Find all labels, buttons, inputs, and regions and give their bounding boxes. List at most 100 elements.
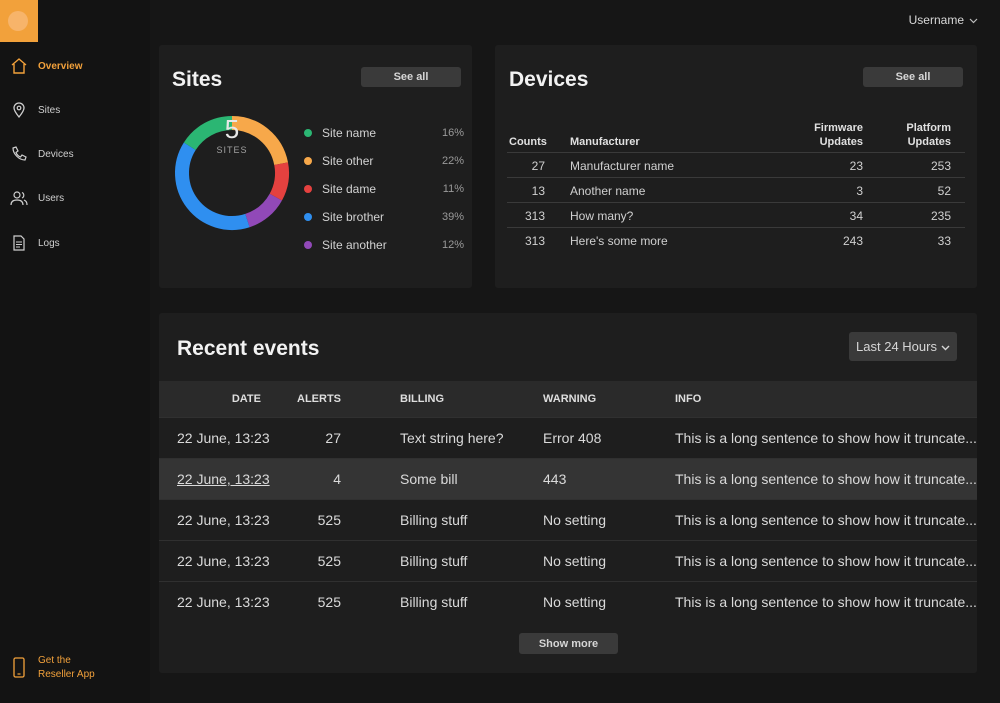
legend-swatch (304, 129, 312, 137)
donut-slice (231, 116, 288, 166)
col-warning[interactable]: WARNING (543, 393, 597, 405)
cell-alerts: 525 (317, 553, 341, 569)
sites-card: Sites See all 5 SITES Site name 16% Site… (159, 45, 472, 288)
legend-item: Site another 12% (304, 235, 464, 255)
col-counts: Counts (509, 136, 547, 148)
sidebar-item-sites[interactable]: Sites (0, 97, 150, 123)
donut-slice (244, 193, 282, 228)
user-menu[interactable]: Username (909, 13, 978, 27)
cell-billing: Some bill (400, 471, 458, 487)
sites-count-label: SITES (216, 145, 248, 155)
col-date[interactable]: DATE (231, 393, 261, 405)
sidebar-item-label: Devices (38, 148, 74, 160)
sidebar-item-logs[interactable]: Logs (0, 230, 150, 256)
col-alerts[interactable]: ALERTS (297, 393, 341, 405)
cell-platform: 52 (937, 184, 951, 198)
cell-platform: 253 (930, 159, 951, 173)
table-row[interactable]: 22 June, 13:23 525 Billing stuff No sett… (159, 581, 977, 622)
table-row[interactable]: 27 Manufacturer name 23 253 (507, 152, 965, 177)
devices-see-all-button[interactable]: See all (863, 67, 963, 87)
col-firmware-line1: Firmware (814, 122, 863, 134)
table-row[interactable]: 22 June, 13:23 27 Text string here? Erro… (159, 417, 977, 458)
sidebar-item-overview[interactable]: Overview (0, 53, 150, 79)
cell-firmware: 23 (849, 159, 863, 173)
legend-percent: 39% (441, 211, 464, 223)
time-range-select[interactable]: Last 24 Hours (849, 332, 957, 361)
reseller-app-link[interactable]: Get the Reseller App (0, 650, 150, 686)
cell-alerts: 525 (317, 594, 341, 610)
legend-swatch (304, 157, 312, 165)
table-row[interactable]: 22 June, 13:23 525 Billing stuff No sett… (159, 499, 977, 540)
col-platform: Platform Updates (887, 121, 951, 149)
cell-billing: Billing stuff (400, 512, 468, 528)
show-more-button[interactable]: Show more (519, 633, 618, 654)
cell-date: 22 June, 13:23 (177, 430, 270, 446)
legend-name: Site another (322, 238, 387, 252)
home-icon (0, 53, 38, 79)
cell-firmware: 243 (842, 234, 863, 248)
sidebar-item-label: Overview (38, 60, 83, 72)
chevron-down-icon (941, 339, 950, 354)
cell-warning: No setting (543, 512, 607, 528)
sites-see-all-button[interactable]: See all (361, 67, 461, 87)
col-info[interactable]: INFO (675, 393, 702, 405)
cell-firmware: 34 (849, 209, 863, 223)
mobile-phone-icon (0, 657, 38, 679)
cell-warning: No setting (543, 553, 607, 569)
document-icon (0, 230, 38, 256)
location-pin-icon (0, 97, 38, 123)
sidebar: Overview Sites Devices Users Logs Get th… (0, 0, 150, 703)
table-row[interactable]: 22 June, 13:23 525 Billing stuff No sett… (159, 540, 977, 581)
cell-warning: Error 408 (543, 430, 602, 446)
legend-percent: 22% (441, 155, 464, 167)
cell-info: This is a long sentence to show how it t… (675, 553, 977, 569)
cell-warning: No setting (543, 594, 607, 610)
cell-billing: Billing stuff (400, 594, 468, 610)
cell-billing: Text string here? (400, 430, 504, 446)
cell-date-link[interactable]: 22 June, 13:23 (177, 471, 270, 487)
legend-item: Site dame 11% (304, 179, 464, 199)
legend-swatch (304, 185, 312, 193)
sidebar-item-devices[interactable]: Devices (0, 141, 150, 167)
cell-manufacturer: Here's some more (570, 234, 668, 248)
recent-events-card: Recent events Last 24 Hours DATE ALERTS … (159, 313, 977, 673)
cell-info: This is a long sentence to show how it t… (675, 430, 977, 446)
cell-alerts: 525 (317, 512, 341, 528)
reseller-line1: Get the (38, 655, 71, 666)
cell-count: 313 (524, 209, 545, 223)
cell-info: This is a long sentence to show how it t… (675, 594, 977, 610)
table-row[interactable]: 22 June, 13:23 4 Some bill 443 This is a… (159, 458, 977, 499)
cell-date: 22 June, 13:23 (177, 553, 270, 569)
cell-count: 27 (531, 159, 545, 173)
sidebar-item-users[interactable]: Users (0, 185, 150, 211)
sites-title: Sites (172, 68, 223, 91)
app-logo[interactable] (0, 0, 38, 42)
col-billing[interactable]: BILLING (400, 393, 444, 405)
legend-swatch (304, 241, 312, 249)
legend-name: Site other (322, 154, 374, 168)
cell-count: 13 (531, 184, 545, 198)
reseller-line2: Reseller App (38, 669, 95, 680)
cell-warning: 443 (543, 471, 567, 487)
cell-date: 22 June, 13:23 (177, 512, 270, 528)
legend-item: Site other 22% (304, 151, 464, 171)
sidebar-item-label: Users (38, 192, 65, 204)
legend-item: Site brother 39% (304, 207, 464, 227)
col-platform-line1: Platform (906, 122, 951, 134)
legend-swatch (304, 213, 312, 221)
table-row[interactable]: 313 Here's some more 243 33 (507, 227, 965, 252)
col-firmware: Firmware Updates (797, 121, 863, 149)
events-table-header: DATE ALERTS BILLING WARNING INFO (159, 381, 977, 417)
legend-percent: 12% (441, 239, 464, 251)
cell-alerts: 4 (333, 471, 341, 487)
col-firmware-line2: Updates (819, 136, 863, 148)
table-row[interactable]: 313 How many? 34 235 (507, 202, 965, 227)
col-platform-line2: Updates (907, 136, 951, 148)
table-row[interactable]: 13 Another name 3 52 (507, 177, 965, 202)
sidebar-item-label: Sites (38, 104, 61, 116)
reseller-label: Get the Reseller App (38, 654, 95, 682)
chevron-down-icon (969, 13, 978, 27)
legend-percent: 11% (442, 183, 464, 195)
cell-platform: 33 (937, 234, 951, 248)
username: Username (908, 13, 964, 27)
